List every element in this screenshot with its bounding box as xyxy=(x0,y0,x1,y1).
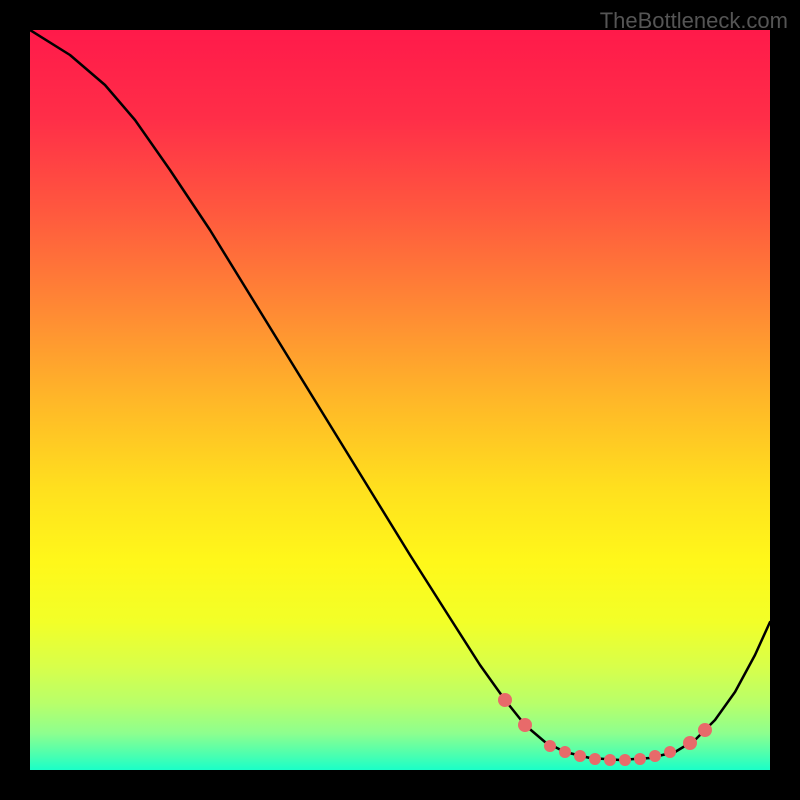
curve-marker xyxy=(604,754,616,766)
curve-marker xyxy=(634,753,646,765)
plot-area xyxy=(30,30,770,770)
curve-marker xyxy=(498,693,512,707)
curve-marker xyxy=(559,746,571,758)
curve-marker xyxy=(518,718,532,732)
bottleneck-curve xyxy=(30,30,770,770)
curve-marker xyxy=(544,740,556,752)
curve-marker xyxy=(589,753,601,765)
curve-marker xyxy=(649,750,661,762)
curve-marker xyxy=(664,746,676,758)
curve-marker xyxy=(698,723,712,737)
curve-marker xyxy=(683,736,697,750)
curve-marker xyxy=(619,754,631,766)
watermark-text: TheBottleneck.com xyxy=(600,8,788,34)
curve-marker xyxy=(574,750,586,762)
